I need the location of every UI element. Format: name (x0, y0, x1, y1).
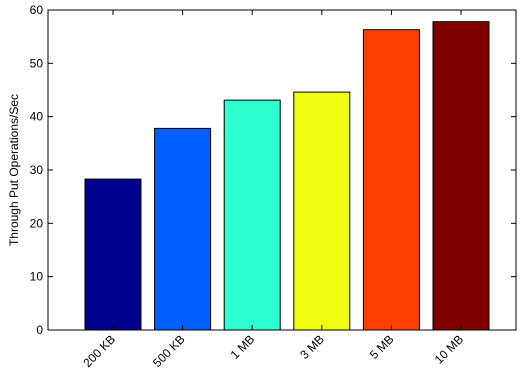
y-tick-label: 20 (30, 216, 44, 230)
x-tick-label: 3 MB (297, 332, 327, 362)
x-tick-label: 500 KB (150, 332, 188, 370)
y-tick-label: 10 (30, 270, 44, 284)
x-tick-label: 200 KB (80, 332, 118, 370)
bar-10-mb (432, 21, 490, 331)
bar-3-mb (293, 91, 351, 331)
y-axis-ticks: 0 10 20 30 40 50 60 (30, 3, 516, 337)
bar-200-kb (84, 178, 142, 331)
x-tick-label: 1 MB (228, 332, 258, 362)
x-tick-label: 5 MB (367, 332, 397, 362)
y-axis-title: Through Put Operations/Sec (7, 94, 21, 246)
bar-5-mb (362, 29, 420, 331)
y-tick-label: 30 (30, 163, 44, 177)
y-tick-label: 50 (30, 56, 44, 70)
x-tick-label: 10 MB (432, 332, 466, 366)
y-tick-label: 60 (30, 3, 44, 17)
bars-group (84, 21, 490, 331)
bar-1-mb (223, 99, 281, 331)
bar-500-kb (154, 127, 212, 331)
y-tick-label: 0 (36, 323, 43, 337)
y-tick-label: 40 (30, 110, 44, 124)
